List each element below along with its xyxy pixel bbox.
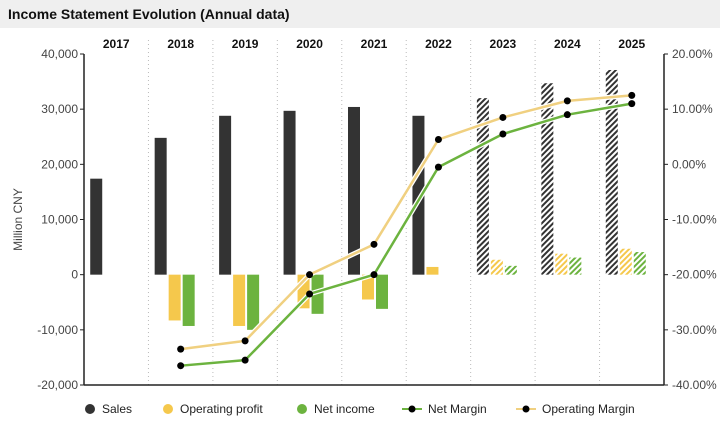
left-tick-label: 30,000 bbox=[41, 102, 78, 116]
year-label: 2023 bbox=[490, 37, 517, 51]
sales-bar bbox=[541, 83, 554, 275]
year-label: 2017 bbox=[103, 37, 130, 51]
sales-bar bbox=[412, 115, 425, 275]
net-income-bar bbox=[311, 274, 324, 314]
chart-title: Income Statement Evolution (Annual data) bbox=[8, 6, 290, 22]
left-tick-label: -10,000 bbox=[37, 323, 78, 337]
title-bar bbox=[0, 0, 720, 28]
legend-net-margin-marker bbox=[408, 405, 416, 413]
operating-profit-bar bbox=[362, 274, 374, 300]
net-margin-point bbox=[628, 100, 636, 108]
legend-operating-profit-marker bbox=[163, 404, 173, 414]
sales-bar bbox=[348, 106, 360, 275]
legend-sales-marker bbox=[85, 404, 95, 414]
operating-margin-point bbox=[306, 271, 314, 279]
right-tick-label: -40.00% bbox=[672, 378, 717, 392]
sales-bar bbox=[605, 69, 618, 275]
net-income-bar bbox=[633, 252, 646, 275]
right-tick-label: -20.00% bbox=[672, 268, 717, 282]
net-income-bar bbox=[504, 265, 517, 275]
legend-operating-margin-marker bbox=[522, 405, 530, 413]
operating-margin-point bbox=[563, 97, 571, 105]
legend-sales: Sales bbox=[85, 402, 132, 416]
net-income-bar bbox=[247, 274, 260, 330]
legend-net-income-marker bbox=[297, 404, 307, 414]
operating-margin-point bbox=[434, 136, 442, 144]
year-label: 2019 bbox=[232, 37, 259, 51]
net-margin-point bbox=[563, 111, 571, 119]
right-tick-label: -10.00% bbox=[672, 213, 717, 227]
right-tick-label: 20.00% bbox=[672, 47, 713, 61]
right-tick-label: -30.00% bbox=[672, 323, 717, 337]
left-tick-label: 40,000 bbox=[41, 47, 78, 61]
right-tick-label: 10.00% bbox=[672, 102, 713, 116]
operating-margin-point bbox=[628, 91, 636, 99]
year-label: 2018 bbox=[167, 37, 194, 51]
sales-bar bbox=[90, 178, 103, 275]
operating-profit-bar bbox=[426, 266, 439, 275]
net-margin-point bbox=[499, 130, 507, 138]
legend-operating-profit-label: Operating profit bbox=[180, 402, 263, 416]
left-tick-label: 10,000 bbox=[41, 213, 78, 227]
net-margin-point bbox=[370, 271, 378, 279]
operating-profit-bar bbox=[490, 259, 503, 275]
operating-profit-bar bbox=[233, 274, 246, 326]
legend-net-margin: Net Margin bbox=[402, 402, 487, 416]
y-axis-label: Million CNY bbox=[11, 188, 25, 251]
year-label: 2020 bbox=[296, 37, 323, 51]
income-statement-chart: -20,000 -10,000 0 10,000 20,000 30,000 40,000 -… bbox=[11, 37, 717, 416]
net-margin-point bbox=[241, 356, 249, 364]
right-tick-label: 0.00% bbox=[672, 157, 706, 171]
operating-margin-line bbox=[180, 94, 632, 351]
operating-margin-point bbox=[241, 337, 249, 345]
left-tick-label: 20,000 bbox=[41, 157, 78, 171]
sales-bar bbox=[283, 110, 296, 275]
operating-profit-bar bbox=[168, 274, 181, 321]
operating-margin-point bbox=[370, 240, 378, 248]
left-tick-label: 0 bbox=[71, 268, 78, 282]
net-income-bar bbox=[376, 274, 388, 309]
legend-operating-margin: Operating Margin bbox=[516, 402, 635, 416]
year-label: 2025 bbox=[618, 37, 645, 51]
net-margin-point bbox=[434, 163, 442, 171]
sales-bar bbox=[154, 137, 167, 275]
operating-profit-bar bbox=[555, 253, 568, 275]
net-margin-line bbox=[180, 102, 632, 367]
year-label: 2022 bbox=[425, 37, 452, 51]
sales-bar bbox=[219, 115, 232, 275]
legend-net-income-label: Net income bbox=[314, 402, 375, 416]
year-label: 2021 bbox=[361, 37, 388, 51]
operating-margin-point bbox=[499, 113, 507, 121]
operating-margin-point bbox=[177, 345, 185, 353]
left-tick-label: -20,000 bbox=[37, 378, 78, 392]
legend-net-income: Net income bbox=[297, 402, 375, 416]
legend-sales-label: Sales bbox=[102, 402, 132, 416]
year-label: 2024 bbox=[554, 37, 581, 51]
operating-profit-bar bbox=[619, 248, 632, 275]
net-income-bar bbox=[569, 257, 582, 275]
legend-operating-profit: Operating profit bbox=[163, 402, 263, 416]
net-margin-point bbox=[177, 362, 185, 370]
net-income-bar bbox=[182, 274, 195, 326]
legend-net-margin-label: Net Margin bbox=[428, 402, 487, 416]
net-margin-point bbox=[306, 290, 314, 298]
legend-operating-margin-label: Operating Margin bbox=[542, 402, 635, 416]
